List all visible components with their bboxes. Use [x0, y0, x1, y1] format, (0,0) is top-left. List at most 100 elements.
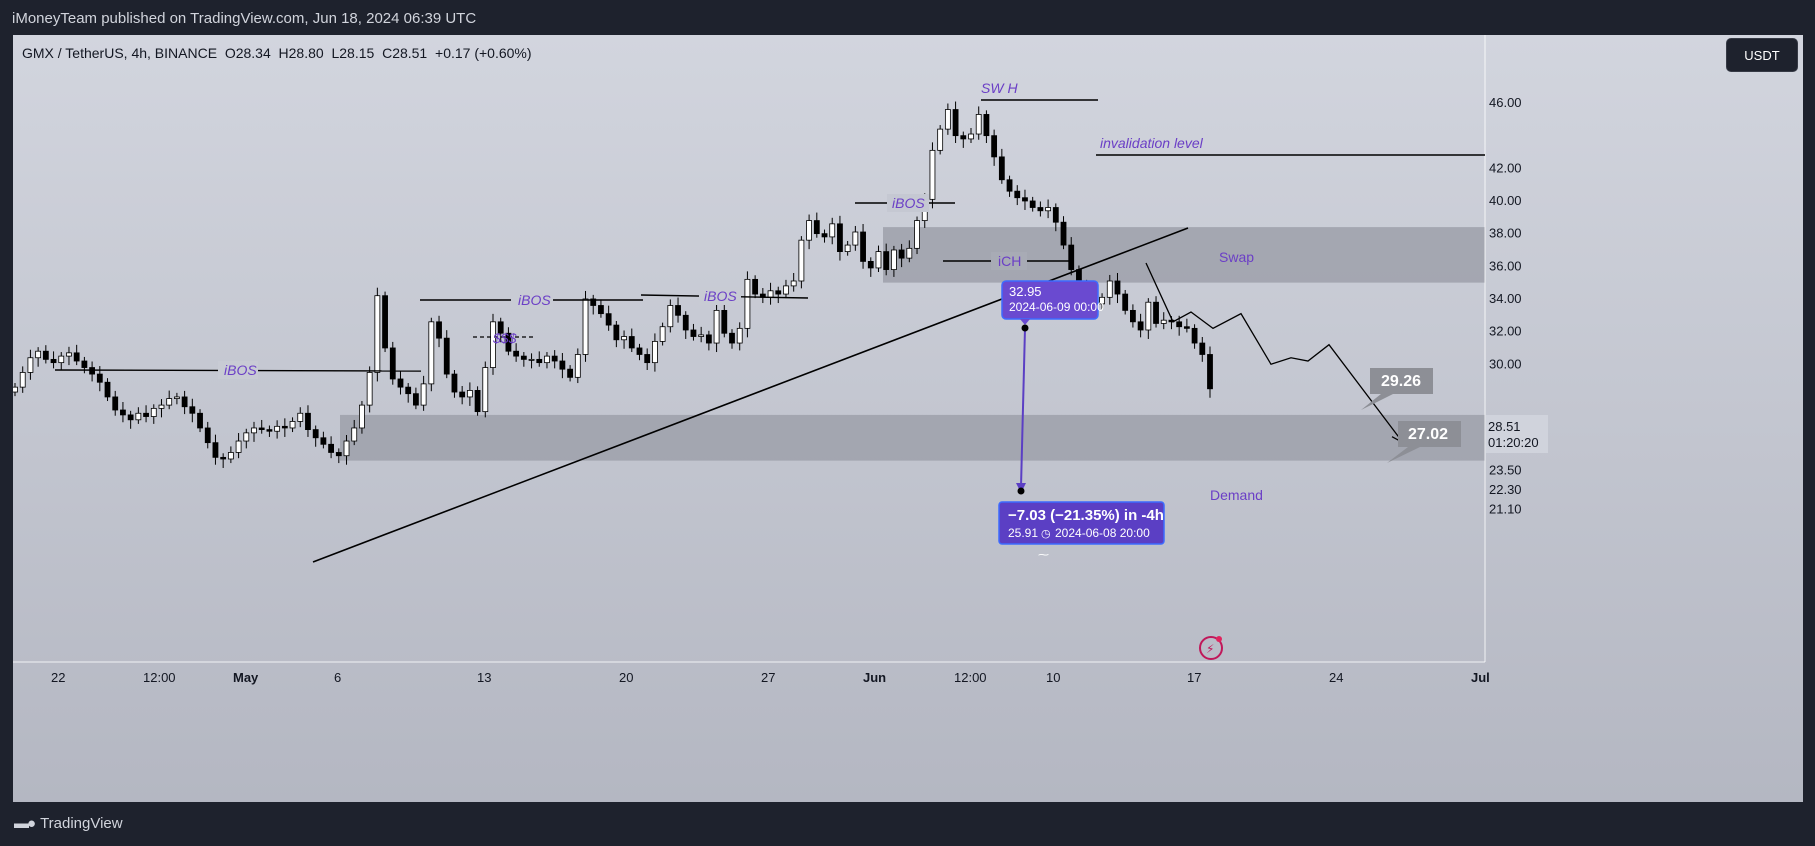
time-tick-label: May [233, 670, 259, 685]
candle [844, 244, 851, 253]
candle [181, 396, 188, 408]
candle [13, 386, 18, 393]
time-tick-label: 22 [51, 670, 65, 685]
candle [451, 373, 458, 393]
candlestick-chart[interactable]: iBOS iBOS iBOS iBOS $$$ SW H invalidatio… [13, 35, 1803, 802]
candle [790, 280, 797, 287]
ich-label: iCH [998, 253, 1021, 269]
candle [998, 156, 1005, 181]
candle [305, 412, 311, 430]
candle [983, 114, 990, 137]
candle [382, 295, 388, 349]
candle [520, 355, 527, 360]
demand-zone [340, 414, 1485, 461]
candle [490, 321, 496, 368]
candle [1029, 200, 1036, 208]
candle [944, 109, 951, 130]
candle [227, 452, 234, 460]
chart-area[interactable]: iBOS iBOS iBOS iBOS $$$ SW H invalidatio… [13, 35, 1803, 802]
candle [744, 278, 751, 329]
liquidity-label: $$$ [492, 330, 517, 346]
candle [837, 223, 843, 253]
candle [104, 381, 111, 398]
candle [1183, 326, 1190, 329]
candle [1037, 207, 1044, 212]
target-1-text: 29.26 [1381, 373, 1421, 390]
candle [73, 352, 80, 362]
candle [1060, 221, 1067, 246]
candle [466, 390, 473, 398]
candle [443, 337, 450, 375]
candle [783, 285, 789, 295]
candle [821, 233, 828, 238]
candle [420, 383, 427, 406]
candle [42, 350, 49, 360]
candle [705, 334, 712, 344]
target-box-1: 29.26 [1361, 368, 1433, 410]
candle [729, 332, 735, 344]
candle [459, 391, 466, 398]
ohlc-low: L28.15 [331, 45, 375, 61]
measure-end-point [1017, 487, 1025, 495]
candle [235, 440, 242, 453]
candle [628, 336, 635, 349]
lightning-icon[interactable]: ⚡ [1199, 636, 1223, 660]
candle [667, 305, 674, 328]
candle [536, 358, 543, 364]
projected-path [1145, 262, 1404, 444]
price-tick-label: 38.00 [1489, 226, 1522, 241]
time-tick-label: 17 [1187, 670, 1201, 685]
candle [721, 309, 728, 334]
candle [528, 358, 535, 361]
target-2-text: 27.02 [1408, 426, 1448, 443]
currency-button[interactable]: USDT [1726, 38, 1798, 72]
price-tick-label: 32.00 [1489, 324, 1522, 339]
candle [752, 278, 759, 295]
price-axis[interactable]: 46.00 42.00 40.00 38.00 36.00 34.00 32.00 30.00… [1489, 95, 1522, 517]
candle [867, 261, 874, 269]
candle [852, 231, 859, 246]
candle [66, 352, 72, 357]
candle [875, 251, 882, 269]
candle [281, 425, 288, 429]
candle [1160, 319, 1167, 324]
price-tick-label: 46.00 [1489, 95, 1522, 110]
candle [1153, 301, 1159, 324]
publisher-header: iMoneyTeam published on TradingView.com,… [12, 10, 477, 27]
candle [1006, 179, 1013, 192]
candle [914, 220, 920, 249]
footer-brand: TradingView [40, 815, 123, 832]
time-tick-label: 20 [619, 670, 633, 685]
candle [143, 412, 149, 417]
candle [27, 357, 34, 373]
candle [312, 429, 319, 439]
candle [413, 393, 419, 406]
candle [1099, 296, 1105, 305]
candle [860, 231, 866, 262]
candle [389, 347, 396, 380]
clock-icon: ◷ [1041, 527, 1051, 540]
candle [1137, 321, 1144, 331]
time-axis[interactable]: 22 12:00 May 6 13 20 27 Jun 12:00 10 17 24 Jul [51, 670, 1490, 685]
candle [652, 341, 658, 364]
candle [351, 427, 358, 442]
candle [1122, 293, 1129, 311]
candle [544, 355, 550, 364]
candle [798, 239, 805, 282]
time-tick-label: 12:00 [143, 670, 176, 685]
candle [644, 354, 651, 364]
invalidation-label: invalidation level [1100, 135, 1204, 151]
candle [621, 336, 627, 341]
swap-label: Swap [1219, 249, 1254, 265]
candle [806, 220, 812, 241]
candle [829, 223, 836, 238]
last-price-text: 28.51 [1488, 419, 1521, 434]
svg-text:⚡: ⚡ [1206, 642, 1214, 656]
price-tick-label: 23.50 [1489, 462, 1522, 477]
candle [174, 396, 180, 399]
candle [166, 398, 173, 406]
candle [682, 314, 689, 331]
candles-group [13, 101, 1213, 468]
tradingview-footer[interactable]: ▬● TradingView [14, 815, 123, 832]
measure-change-text: −7.03 (−21.35%) in -4h [1008, 507, 1164, 524]
